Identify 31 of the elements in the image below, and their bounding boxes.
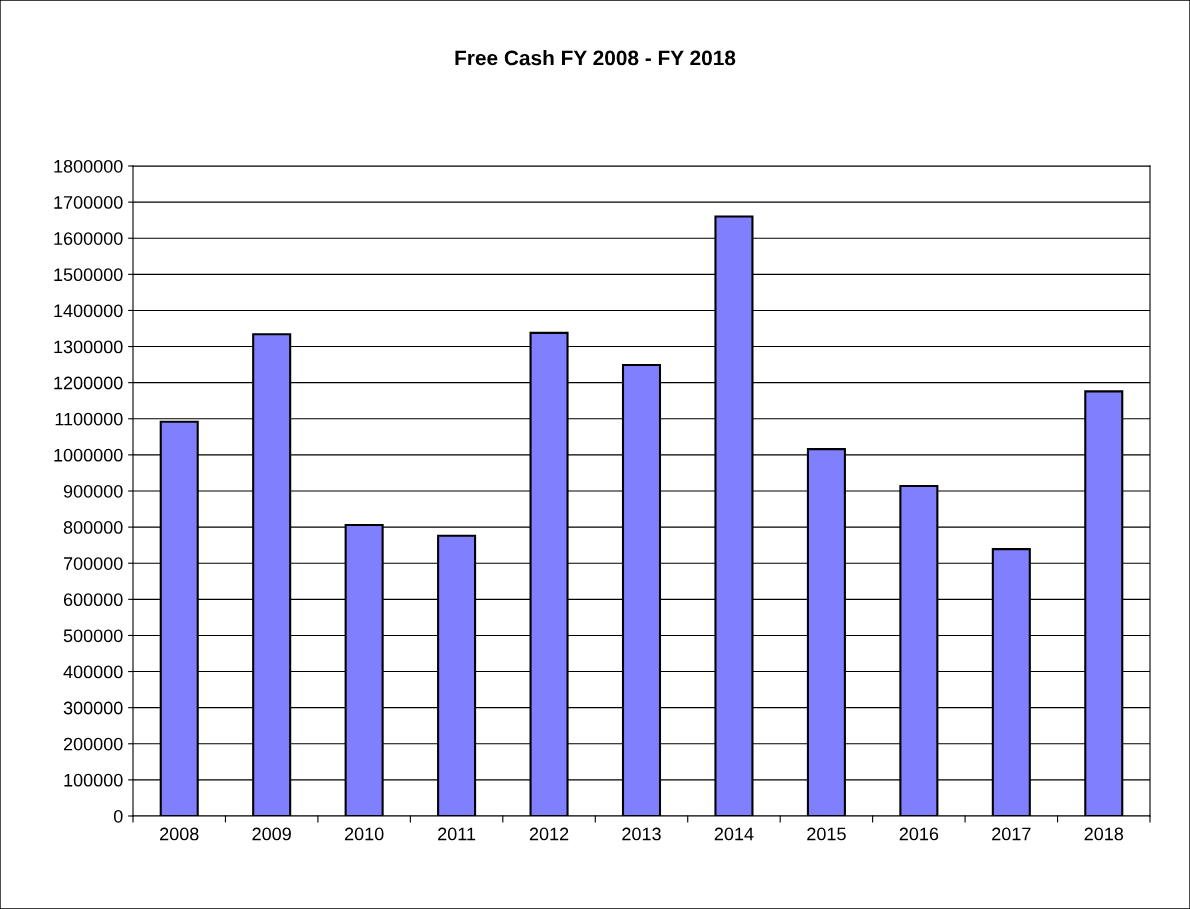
y-tick-label: 700000: [63, 557, 123, 570]
x-tick-label: 2011: [438, 827, 476, 841]
y-tick-label: 1600000: [54, 232, 123, 245]
x-tick-label: 2018: [1084, 827, 1124, 841]
x-tick-label: 2014: [714, 827, 754, 841]
chart-title: Free Cash FY 2008 - FY 2018: [455, 50, 736, 66]
y-tick-label: 900000: [63, 484, 123, 498]
x-tick-label: 2013: [622, 827, 661, 841]
x-tick-label: 2008: [160, 827, 199, 841]
x-tick-label: 2015: [807, 827, 846, 841]
y-tick-label: 500000: [63, 629, 123, 643]
y-tick-label: 1700000: [54, 196, 123, 209]
x-tick-label: 2017: [992, 827, 1031, 841]
y-tick-label: 600000: [63, 593, 123, 607]
y-tick-label: 1000000: [54, 448, 123, 462]
x-tick-label: 2016: [899, 827, 939, 841]
y-tick-label: 300000: [63, 701, 123, 715]
y-tick-label: 1100000: [55, 412, 123, 426]
y-tick-label: 0: [113, 809, 123, 823]
y-tick-label: 1300000: [54, 340, 123, 354]
y-tick-label: 400000: [63, 665, 123, 679]
x-tick-label: 2010: [344, 827, 384, 841]
y-tick-label: 800000: [63, 521, 123, 534]
y-tick-label: 200000: [63, 737, 123, 751]
x-tick-label: 2009: [252, 827, 291, 841]
y-tick-label: 1400000: [54, 304, 123, 318]
y-tick-label: 1500000: [54, 268, 123, 282]
x-tick-label: 2012: [529, 827, 569, 841]
y-tick-label: 1200000: [54, 376, 123, 390]
y-tick-label: 100000: [64, 773, 123, 787]
y-tick-label: 1800000: [54, 159, 123, 173]
